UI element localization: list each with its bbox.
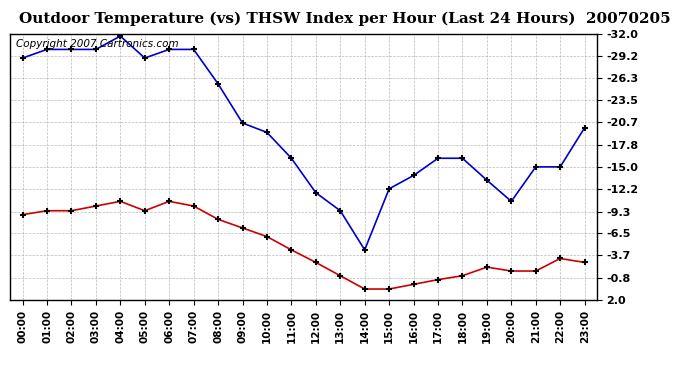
Text: Outdoor Temperature (vs) THSW Index per Hour (Last 24 Hours)  20070205: Outdoor Temperature (vs) THSW Index per … <box>19 11 671 26</box>
Text: Copyright 2007 Cartronics.com: Copyright 2007 Cartronics.com <box>17 39 179 49</box>
